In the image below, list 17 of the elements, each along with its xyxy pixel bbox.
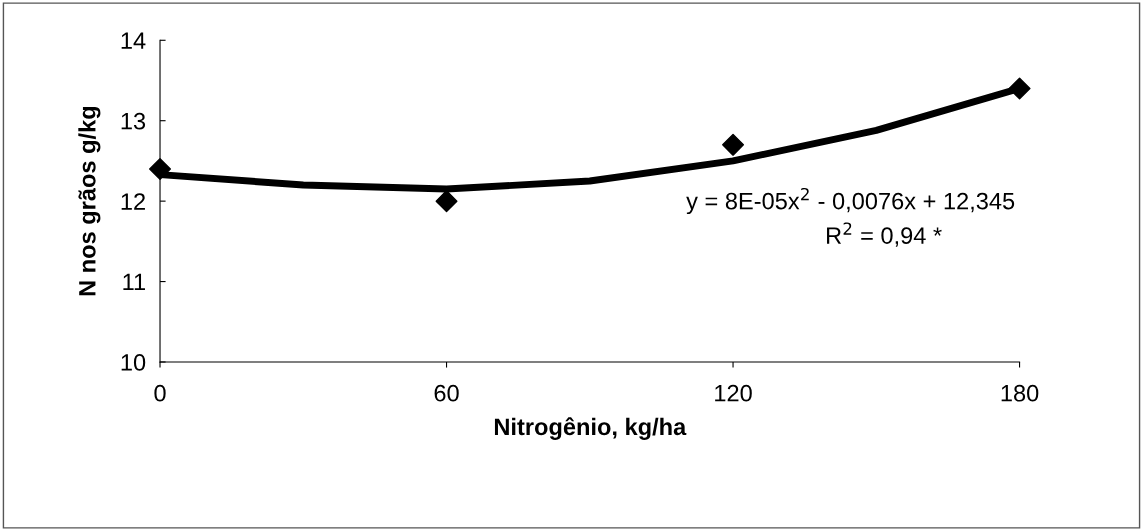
point <box>435 190 458 213</box>
point <box>149 157 172 180</box>
annotation: y = 8E-05x$^{2}$ - 0,0076x + 12,345 <box>686 187 1015 215</box>
y-axis-title: N nos grãos g/kg <box>78 106 101 296</box>
annotation: R$^{2}$ = 0,94 * <box>827 222 942 247</box>
y-tick-label: 13 <box>121 112 146 130</box>
x-tick-label: 120 <box>715 384 752 402</box>
x-tick-label: 180 <box>1001 384 1039 402</box>
y-tick-label: 11 <box>123 273 145 291</box>
y-tick-label: 12 <box>121 193 145 210</box>
x-axis-title: Nitrogênio, kg/ha <box>494 417 687 440</box>
y-tick-label: 10 <box>121 354 146 371</box>
x-tick-label: 0 <box>154 384 166 402</box>
point <box>1008 77 1031 100</box>
point <box>722 133 745 156</box>
x-tick-label: 60 <box>434 384 459 402</box>
y-tick-label: 14 <box>121 32 146 49</box>
